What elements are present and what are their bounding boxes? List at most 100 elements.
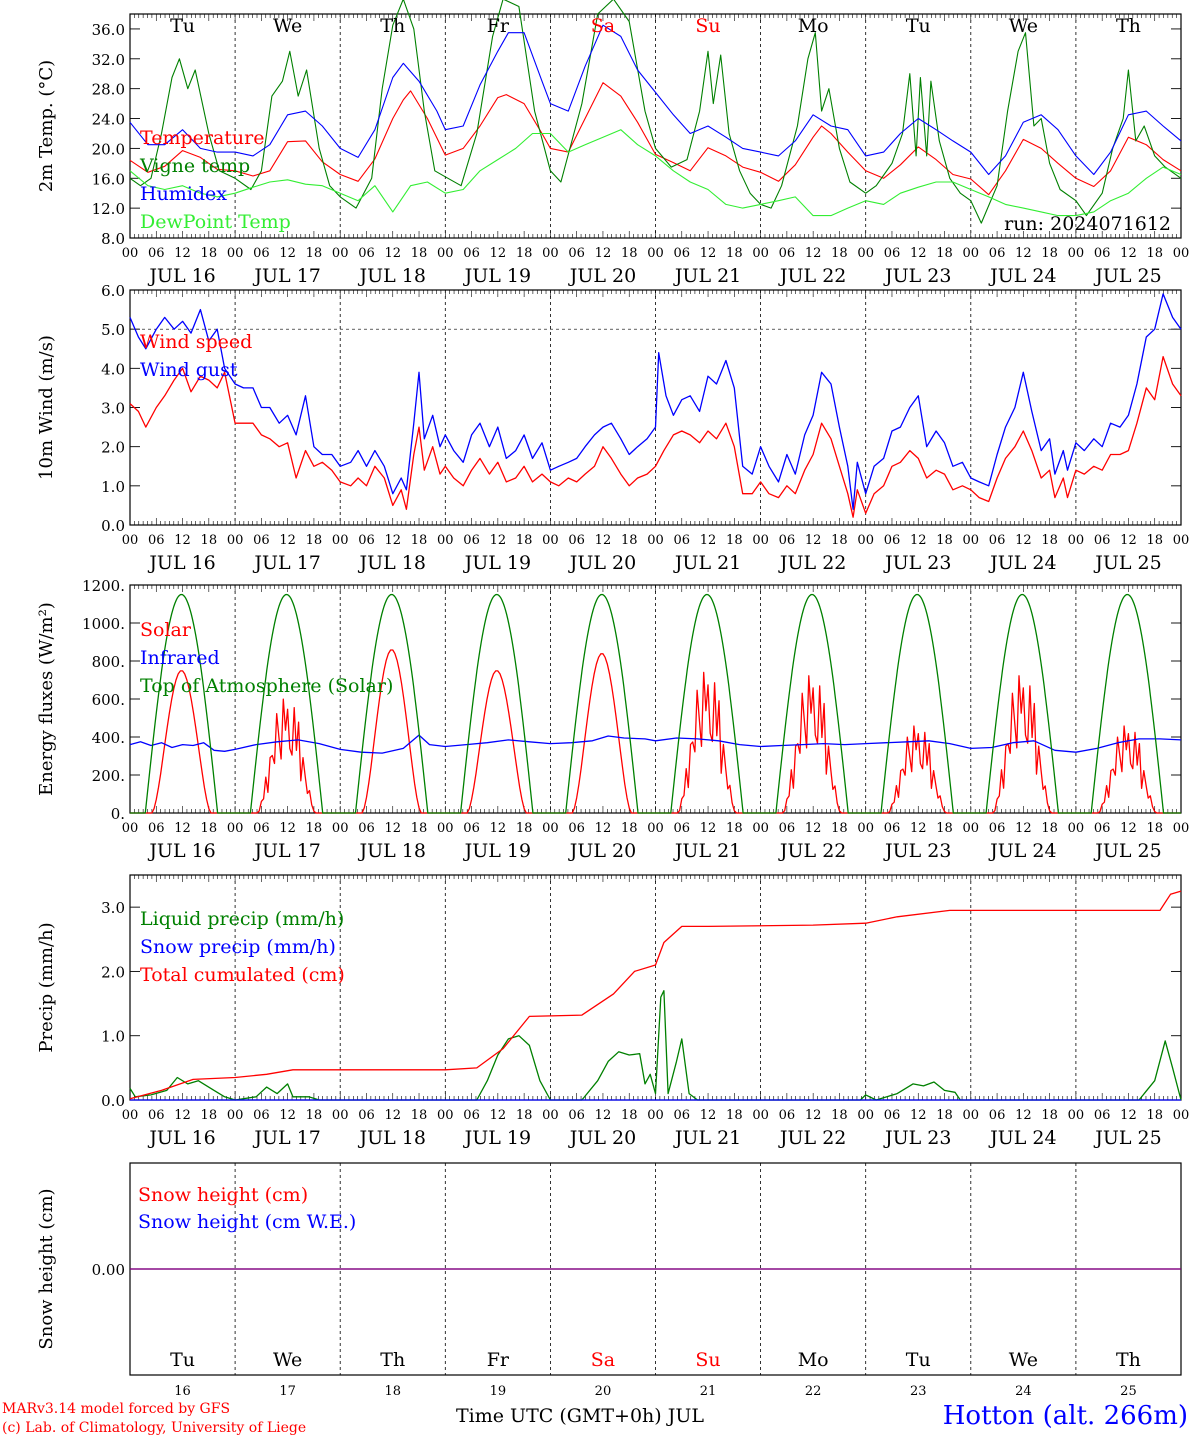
series-line-dewpoint-temp bbox=[129, 129, 1182, 217]
hour-tick-label: 00 bbox=[752, 246, 769, 261]
y-axis-label: Snow height (cm) bbox=[36, 1188, 57, 1349]
y-tick-label: 4.0 bbox=[101, 360, 125, 378]
series-line-wind-speed bbox=[129, 355, 1182, 518]
hour-tick-label: 00 bbox=[963, 533, 980, 548]
day-number-label: 16 bbox=[174, 1384, 191, 1399]
series-line-total-cumulated-cm- bbox=[129, 890, 1182, 1100]
hour-tick-label: 00 bbox=[647, 1108, 664, 1123]
hour-tick-label: 12 bbox=[490, 821, 507, 836]
hour-tick-label: 06 bbox=[989, 533, 1006, 548]
date-tick-label: JUL 23 bbox=[883, 552, 951, 574]
hour-tick-label: 18 bbox=[831, 533, 848, 548]
date-tick-label: JUL 17 bbox=[252, 265, 320, 287]
hour-tick-label: 12 bbox=[174, 533, 191, 548]
hour-tick-label: 00 bbox=[752, 533, 769, 548]
hour-tick-label: 00 bbox=[227, 533, 244, 548]
hour-tick-label: 12 bbox=[1015, 821, 1032, 836]
hour-tick-label: 12 bbox=[595, 821, 612, 836]
hour-tick-label: 06 bbox=[674, 1108, 691, 1123]
hour-tick-label: 00 bbox=[542, 533, 559, 548]
hour-tick-label: 06 bbox=[779, 533, 796, 548]
hour-tick-label: 18 bbox=[831, 1108, 848, 1123]
hour-tick-label: 18 bbox=[306, 246, 323, 261]
hour-tick-label: 06 bbox=[148, 246, 165, 261]
hour-tick-label: 18 bbox=[621, 533, 638, 548]
hour-tick-label: 12 bbox=[279, 821, 296, 836]
weekday-label: Su bbox=[695, 15, 720, 37]
day-number-label: 22 bbox=[805, 1384, 822, 1399]
weekday-label: Th bbox=[1116, 15, 1141, 37]
hour-tick-label: 00 bbox=[857, 246, 874, 261]
hour-tick-label: 00 bbox=[122, 533, 139, 548]
hour-tick-label: 06 bbox=[779, 246, 796, 261]
hour-tick-label: 00 bbox=[227, 246, 244, 261]
copyright-credit: (c) Lab. of Climatology, University of L… bbox=[2, 1420, 307, 1436]
hour-tick-label: 18 bbox=[936, 246, 953, 261]
hour-tick-label: 12 bbox=[805, 821, 822, 836]
date-tick-label: JUL 17 bbox=[252, 552, 320, 574]
y-tick-label: 400. bbox=[92, 729, 125, 747]
y-tick-label: 600. bbox=[92, 691, 125, 709]
date-tick-label: JUL 17 bbox=[252, 840, 320, 862]
hour-tick-label: 18 bbox=[306, 821, 323, 836]
y-tick-label: 1000. bbox=[82, 615, 125, 633]
date-tick-label: JUL 18 bbox=[358, 840, 426, 862]
hour-tick-label: 12 bbox=[279, 1108, 296, 1123]
hour-tick-label: 06 bbox=[148, 821, 165, 836]
legend-entry: Snow height (cm) bbox=[138, 1184, 308, 1206]
hour-tick-label: 00 bbox=[1068, 246, 1085, 261]
hour-tick-label: 00 bbox=[1173, 1108, 1190, 1123]
hour-tick-label: 00 bbox=[1068, 1108, 1085, 1123]
date-tick-label: JUL 19 bbox=[463, 265, 531, 287]
hour-tick-label: 12 bbox=[490, 246, 507, 261]
date-tick-label: JUL 19 bbox=[463, 840, 531, 862]
hour-tick-label: 18 bbox=[621, 246, 638, 261]
hour-tick-label: 12 bbox=[910, 1108, 927, 1123]
hour-tick-label: 12 bbox=[279, 533, 296, 548]
hour-tick-label: 00 bbox=[227, 1108, 244, 1123]
date-tick-label: JUL 21 bbox=[673, 1127, 741, 1149]
weekday-label: Tu bbox=[906, 15, 931, 37]
hour-tick-label: 18 bbox=[936, 533, 953, 548]
hour-tick-label: 12 bbox=[1015, 1108, 1032, 1123]
y-tick-label: 0. bbox=[111, 805, 125, 823]
date-tick-label: JUL 21 bbox=[673, 840, 741, 862]
weekday-label: Th bbox=[380, 15, 405, 37]
date-tick-label: JUL 21 bbox=[673, 265, 741, 287]
y-tick-label: 1.0 bbox=[101, 478, 125, 496]
weekday-label: Tu bbox=[906, 1349, 931, 1371]
hour-tick-label: 06 bbox=[884, 1108, 901, 1123]
day-number-label: 17 bbox=[279, 1384, 296, 1399]
date-tick-label: JUL 16 bbox=[147, 552, 215, 574]
hour-tick-label: 06 bbox=[358, 1108, 375, 1123]
hour-tick-label: 12 bbox=[1120, 1108, 1137, 1123]
y-axis-label: 2m Temp. (°C) bbox=[36, 60, 57, 192]
y-tick-label: 2.0 bbox=[101, 963, 125, 981]
hour-tick-label: 18 bbox=[831, 821, 848, 836]
y-tick-label: 800. bbox=[92, 653, 125, 671]
date-tick-label: JUL 22 bbox=[778, 1127, 846, 1149]
legend-entry: Liquid precip (mm/h) bbox=[140, 908, 344, 930]
hour-tick-label: 06 bbox=[463, 246, 480, 261]
hour-tick-label: 00 bbox=[857, 533, 874, 548]
date-tick-label: JUL 18 bbox=[358, 265, 426, 287]
day-number-label: 24 bbox=[1015, 1384, 1032, 1399]
hour-tick-label: 06 bbox=[884, 533, 901, 548]
hour-tick-label: 12 bbox=[910, 533, 927, 548]
hour-tick-label: 00 bbox=[542, 246, 559, 261]
hour-tick-label: 06 bbox=[253, 533, 270, 548]
hour-tick-label: 18 bbox=[1146, 821, 1163, 836]
y-tick-label: 2.0 bbox=[101, 439, 125, 457]
hour-tick-label: 12 bbox=[595, 1108, 612, 1123]
hour-tick-label: 00 bbox=[1068, 533, 1085, 548]
chart-panel-2: 00 06 12 18 00 06 12 18 00 06 12 18 00 06 12 18 00 06 12 18… bbox=[36, 282, 1189, 574]
date-tick-label: JUL 23 bbox=[883, 265, 951, 287]
chart-panel-1: 00 06 12 18 00 06 12 18 00 06 12 18 00 06 12 18 00 06 12 18… bbox=[36, 0, 1189, 287]
plot-frame bbox=[129, 13, 1182, 239]
y-tick-label: 32.0 bbox=[92, 51, 125, 69]
hour-tick-label: 12 bbox=[1015, 246, 1032, 261]
hour-tick-label: 00 bbox=[752, 821, 769, 836]
hour-tick-label: 18 bbox=[621, 1108, 638, 1123]
hour-tick-label: 00 bbox=[542, 821, 559, 836]
day-number-label: 25 bbox=[1120, 1384, 1137, 1399]
